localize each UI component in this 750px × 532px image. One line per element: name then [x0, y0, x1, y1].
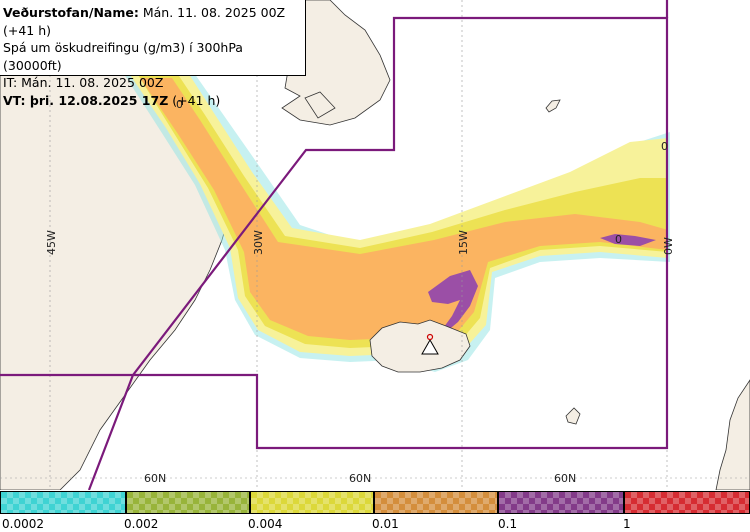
fir-boundary — [0, 0, 669, 490]
volcano-marker-icon — [421, 333, 439, 355]
legend-label: 0.01 — [372, 517, 399, 531]
legend-swatch — [374, 491, 498, 514]
norway-coast — [715, 379, 750, 490]
legend-swatch — [250, 491, 374, 514]
faroe-islands — [565, 407, 581, 425]
legend-label: 0.0002 — [2, 517, 44, 531]
meridian-label: 30W — [252, 230, 265, 255]
issue-time: IT: Mán. 11. 08. 2025 00Z — [3, 75, 164, 90]
latitude-label: 60N — [349, 472, 371, 485]
forecast-description: Spá um öskudreifingu (g/m3) í 300hPa (30… — [3, 40, 243, 73]
meridian-label: 45W — [45, 230, 58, 255]
legend-swatch — [0, 491, 126, 514]
legend-swatch — [624, 491, 750, 514]
legend-label: 0.1 — [498, 517, 518, 531]
meridian-label: 0W — [662, 237, 675, 255]
legend-swatch — [498, 491, 624, 514]
legend-swatch — [126, 491, 250, 514]
greenland-fjord — [304, 91, 336, 119]
ash-dispersion-map: 45W 30W 15W 0W 60N 60N 60N 0 0 0 — [0, 0, 750, 490]
greenland-northeast-coast — [281, 0, 391, 126]
valid-time: VT: þri. 12.08.2025 17Z (+41 h) — [3, 92, 221, 108]
latitude-label: 60N — [554, 472, 576, 485]
iceland — [369, 319, 471, 373]
contour-label: 0 — [661, 140, 668, 153]
latitude-label: 60N — [144, 472, 166, 485]
forecast-info-box: Veðurstofan/Name: Mán. 11. 08. 2025 00Z … — [0, 0, 306, 108]
contour-label: 0 — [615, 233, 622, 246]
ash-plume-orange — [140, 78, 668, 346]
ash-plume-purple-core — [428, 270, 478, 338]
meridian-label: 15W — [457, 230, 470, 255]
legend-label: 1 — [623, 517, 631, 531]
contour-label: 0 — [176, 98, 183, 111]
jan-mayen-island — [545, 99, 561, 113]
legend-label: 0.004 — [248, 517, 283, 531]
concentration-legend: 0.0002 0.002 0.004 0.01 0.1 1 — [0, 490, 750, 532]
issuer-line: Veðurstofan/Name: Mán. 11. 08. 2025 00Z … — [3, 5, 286, 38]
ash-plume-purple-east — [600, 234, 656, 246]
legend-label: 0.002 — [124, 517, 159, 531]
